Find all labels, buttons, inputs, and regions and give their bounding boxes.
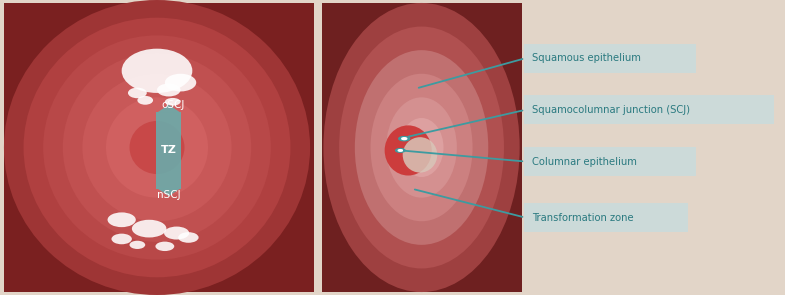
Circle shape	[402, 138, 407, 140]
Polygon shape	[158, 189, 180, 196]
Text: Transformation zone: Transformation zone	[532, 213, 633, 222]
Ellipse shape	[165, 98, 181, 106]
Ellipse shape	[122, 49, 192, 93]
Ellipse shape	[24, 18, 290, 277]
Circle shape	[398, 150, 403, 151]
Ellipse shape	[106, 97, 208, 198]
Ellipse shape	[339, 27, 504, 268]
Ellipse shape	[355, 50, 488, 245]
Ellipse shape	[108, 212, 136, 227]
Ellipse shape	[63, 53, 251, 242]
Ellipse shape	[130, 121, 184, 174]
Ellipse shape	[128, 88, 147, 98]
Circle shape	[396, 149, 405, 152]
Ellipse shape	[400, 118, 444, 177]
Text: nSCJ: nSCJ	[157, 190, 181, 200]
Text: Columnar epithelium: Columnar epithelium	[532, 157, 637, 166]
Polygon shape	[158, 105, 180, 112]
Ellipse shape	[164, 227, 189, 240]
Bar	[156, 112, 181, 189]
FancyBboxPatch shape	[524, 95, 774, 124]
Ellipse shape	[323, 3, 520, 292]
Circle shape	[399, 137, 410, 141]
Text: oSCJ: oSCJ	[161, 100, 184, 110]
Bar	[322, 3, 522, 292]
Ellipse shape	[155, 242, 174, 251]
Ellipse shape	[386, 97, 457, 198]
Ellipse shape	[157, 83, 181, 96]
Ellipse shape	[82, 74, 232, 221]
Bar	[4, 3, 314, 292]
Text: Squamocolumnar junction (SCJ): Squamocolumnar junction (SCJ)	[532, 105, 690, 115]
FancyBboxPatch shape	[524, 147, 696, 176]
Ellipse shape	[111, 234, 132, 244]
Ellipse shape	[403, 137, 437, 173]
Ellipse shape	[371, 74, 473, 221]
Ellipse shape	[4, 0, 310, 295]
Ellipse shape	[385, 125, 432, 176]
Ellipse shape	[137, 96, 153, 105]
Text: Squamous epithelium: Squamous epithelium	[532, 53, 641, 63]
Ellipse shape	[132, 220, 166, 237]
Ellipse shape	[43, 35, 271, 260]
Ellipse shape	[130, 241, 145, 249]
FancyBboxPatch shape	[524, 44, 696, 73]
FancyBboxPatch shape	[524, 203, 688, 232]
Ellipse shape	[178, 232, 199, 243]
Text: TZ: TZ	[161, 145, 177, 155]
Ellipse shape	[165, 74, 196, 91]
